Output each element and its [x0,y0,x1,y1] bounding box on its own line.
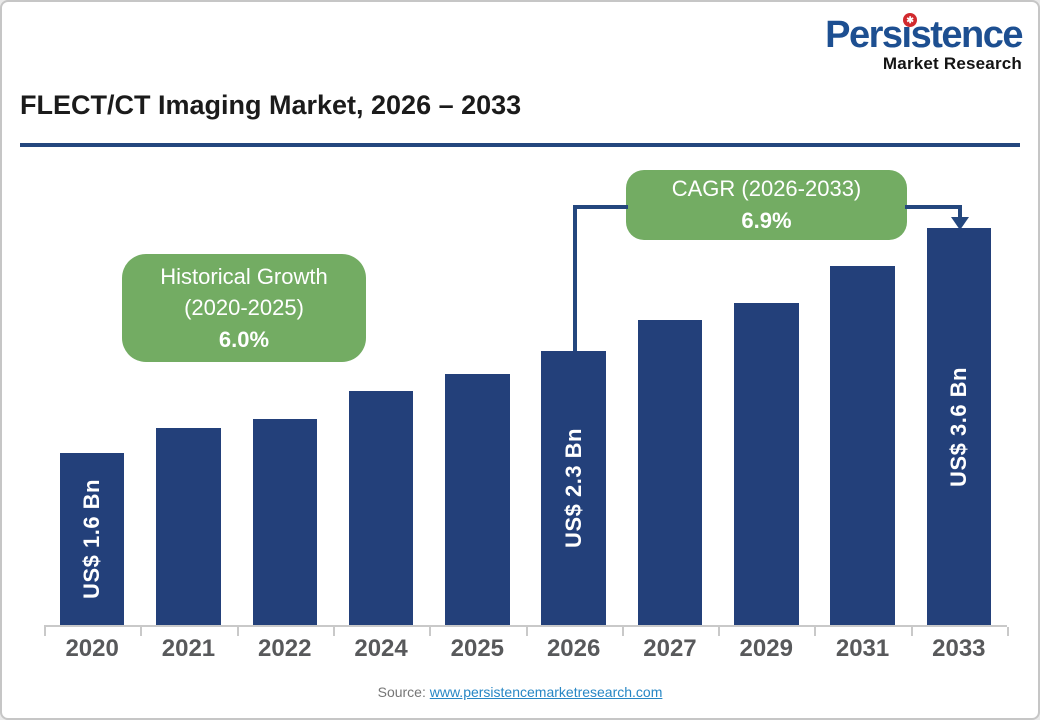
connector-right-horizontal [905,205,962,209]
connector-left-vertical [573,205,577,353]
x-axis-tick [44,627,46,636]
cagr-line1: CAGR (2026-2033) [671,176,862,202]
plot-area: US$ 1.6 Bn US$ 2.3 Bn US$ 3.6 Bn [44,2,1007,625]
source-line: Source: www.persistencemarketresearch.co… [2,684,1038,700]
x-axis-label-2025: 2025 [450,635,505,662]
x-axis-tick [814,627,817,636]
bar-2033: US$ 3.6 Bn [926,228,992,625]
historical-growth-line2: (2020-2025) [184,295,304,321]
bar-value-label-2033: US$ 3.6 Bn [945,366,971,487]
historical-growth-value: 6.0% [218,326,270,352]
x-axis-label-2031: 2031 [835,635,890,662]
bar-2026: US$ 2.3 Bn [541,351,606,625]
connector-right-vertical [958,205,962,218]
x-axis-label-2021: 2021 [161,635,216,662]
bar-value-label-2020: US$ 1.6 Bn [79,479,105,599]
connector-left-horizontal [573,205,628,209]
x-axis-tick [621,627,624,636]
bar-2020: US$ 1.6 Bn [59,453,125,625]
source-label: Source: [377,684,430,700]
title-divider [20,143,1020,147]
x-axis-tick [910,627,913,636]
x-axis-label-2027: 2027 [643,635,697,662]
x-axis-tick [140,627,143,636]
x-axis-label-2020: 2020 [65,635,119,662]
bar-2021 [156,428,221,625]
bar-2022 [252,419,317,625]
cagr-callout: CAGR (2026-2033) 6.9% [626,170,907,240]
bar-value-label-2026: US$ 2.3 Bn [560,428,586,548]
cagr-value: 6.9% [741,208,792,233]
x-axis-label-2029: 2029 [739,635,793,662]
x-axis-tick [525,627,528,636]
x-axis-label-2033: 2033 [932,635,986,662]
x-axis-line [44,625,1007,627]
bar-2027 [637,320,703,625]
brand-name: Persistence ✱ [825,13,1023,56]
x-axis-label-2022: 2022 [258,635,312,662]
brand-logo: Persistence ✱ Market Research [825,13,1023,74]
x-axis-tick [718,627,721,636]
x-axis-tick [429,627,432,636]
source-link[interactable]: www.persistencemarketresearch.com [429,684,663,700]
x-axis-label-2026: 2026 [546,635,601,662]
historical-growth-line1: Historical Growth [160,264,328,290]
brand-star-dot-icon: ✱ [903,13,918,27]
x-axis-label-2024: 2024 [354,635,408,662]
brand-subtitle: Market Research [882,53,1022,73]
brand-text: Persistence [825,14,1023,56]
bar-2031 [830,266,895,625]
x-axis-tick [332,627,335,636]
bar-2024 [348,391,414,625]
x-axis-tick [236,627,239,636]
bar-2025 [445,374,510,625]
arrow-down-icon [951,217,969,230]
bar-2029 [734,303,799,625]
historical-growth-callout: Historical Growth (2020-2025) 6.0% [122,254,366,362]
chart-title: FLECT/CT Imaging Market, 2026 – 2033 [20,90,522,120]
x-axis-tick [1007,627,1009,636]
